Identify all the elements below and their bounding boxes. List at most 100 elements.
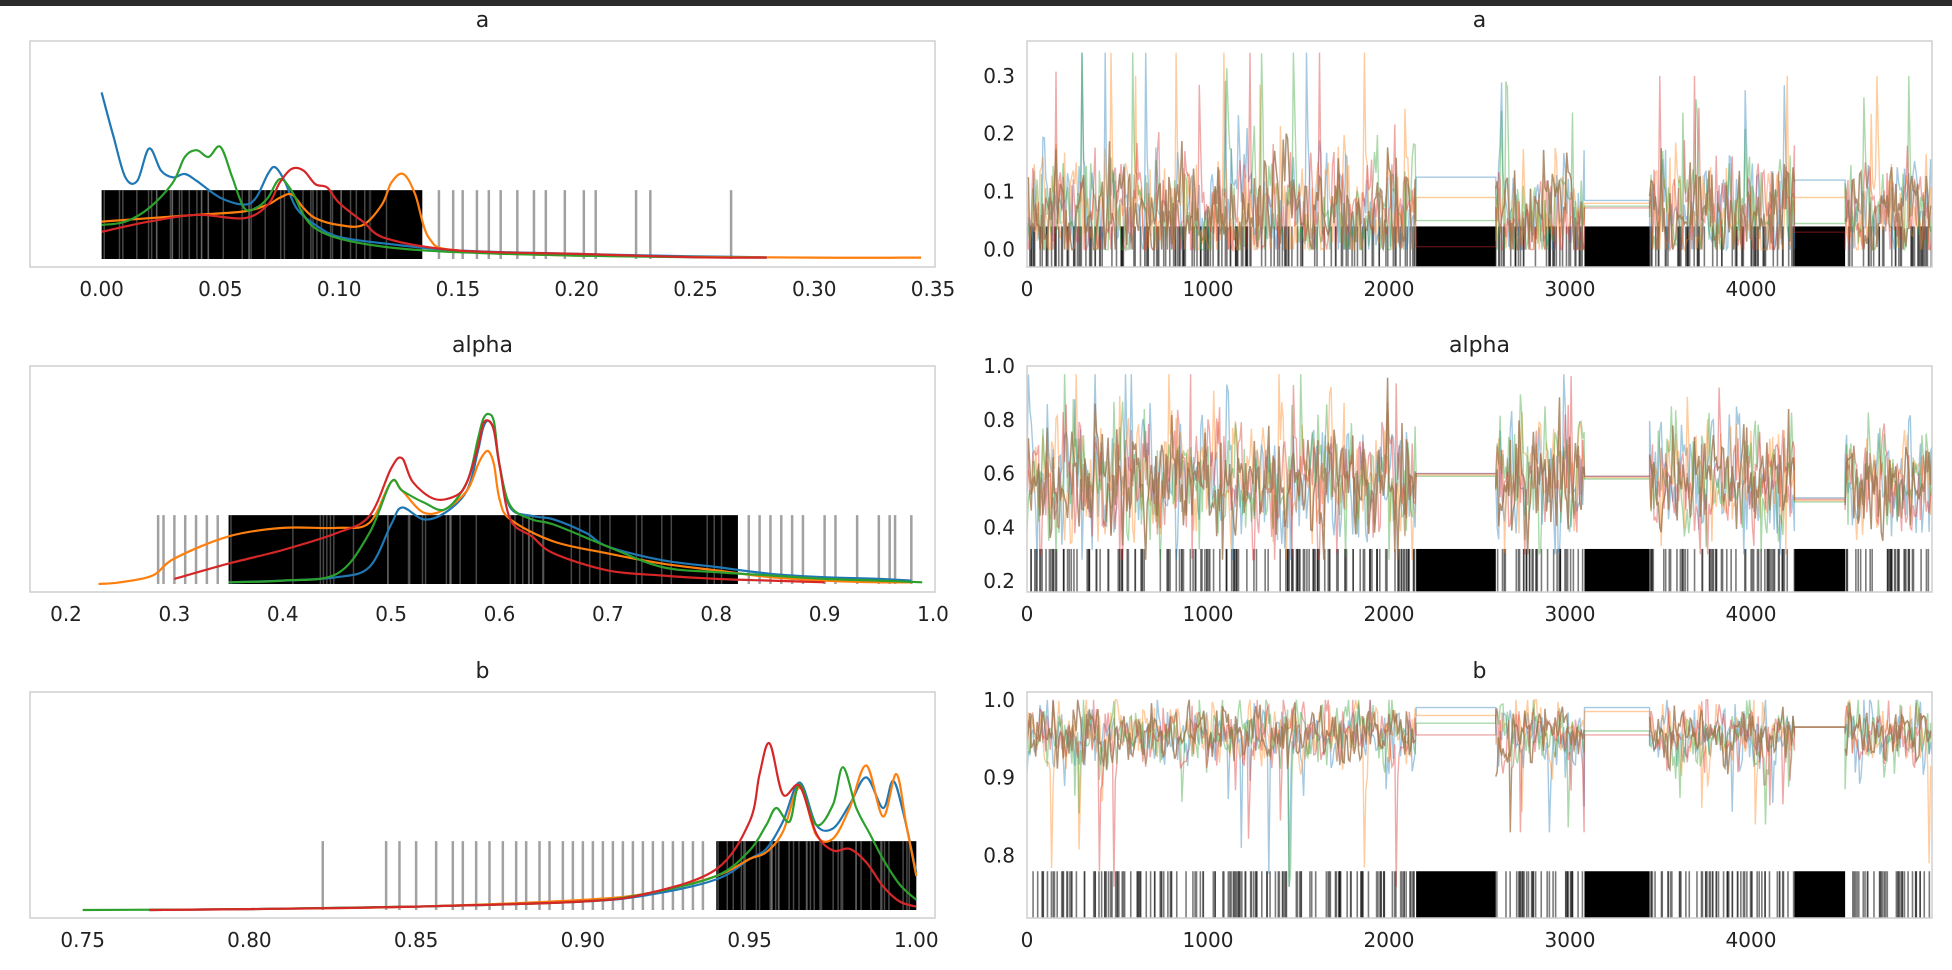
x-tick-label: 2000: [1364, 928, 1415, 952]
rug-dense-block: [1584, 226, 1650, 267]
x-tick-label: 0.90: [561, 928, 606, 952]
plot-area: [1027, 699, 1932, 918]
x-tick-label: 0.6: [484, 602, 516, 626]
x-tick-label: 0.7: [592, 602, 624, 626]
x-tick-label: 2000: [1364, 277, 1415, 301]
trace-line-combined: [1027, 699, 1932, 777]
trace-line-chain-4: [1027, 699, 1932, 887]
panel-1-trace-a: 0.0 0.1 0.2 0.3 a 0 1000 2000 3000 4000: [983, 8, 1933, 301]
trace-line-chain-3: [1027, 699, 1932, 887]
panel-5-trace-b: 0.8 0.9 1.0 b 0 1000 2000 3000 4000: [983, 659, 1933, 952]
x-tick-label: 0: [1021, 277, 1034, 301]
panel-4-density-b: b 0.75 0.80 0.85 0.90 0.95 1.00: [29, 659, 939, 952]
y-tick-label: 0.9: [983, 766, 1015, 790]
y-tick-label: 0.2: [983, 122, 1015, 146]
rug-marks: [1029, 226, 1932, 267]
y-tick-label: 0.8: [983, 408, 1015, 432]
panel-title: a: [476, 8, 489, 33]
rug-dense-block: [1584, 548, 1650, 592]
rug-dense-block: [1416, 871, 1496, 918]
panel-title: alpha: [452, 333, 513, 358]
panel-3-trace-alpha: 0.2 0.4 0.6 0.8 1.0 alpha 0 1000 2000 3000 4000: [983, 333, 1933, 626]
x-tick-label: 0.25: [673, 277, 718, 301]
x-tick-label: 0.80: [227, 928, 272, 952]
x-tick-label: 3000: [1545, 277, 1596, 301]
trace-line-combined: [1027, 133, 1932, 251]
density-line-chain-4: [101, 166, 767, 259]
plot-area: [1027, 374, 1932, 592]
y-tick-label: 0.3: [983, 64, 1015, 88]
plot-area: [82, 742, 918, 912]
density-line-chain-2: [98, 449, 912, 586]
y-tick-label: 0.8: [983, 844, 1015, 868]
x-tick-label: 1000: [1183, 928, 1234, 952]
x-tick-label: 0: [1021, 602, 1034, 626]
x-tick-label: 0.9: [809, 602, 841, 626]
trace-line-chain-2: [1027, 374, 1932, 560]
trace-line-chain-4: [1027, 374, 1932, 561]
axes-frame: [1026, 40, 1933, 268]
x-tick-label: 2000: [1364, 602, 1415, 626]
x-tick-label: 1000: [1183, 277, 1234, 301]
x-tick-label: 0.4: [267, 602, 299, 626]
y-tick-label: 0.0: [983, 238, 1015, 262]
x-tick-label: 0.95: [727, 928, 772, 952]
x-tick-label: 0.5: [375, 602, 407, 626]
x-tick-label: 0.30: [792, 277, 837, 301]
density-line-chain-4: [149, 742, 917, 912]
rug-marks: [1032, 871, 1931, 918]
panel-title: b: [1473, 659, 1487, 684]
panel-title: a: [1473, 8, 1486, 33]
rug-dense-block: [1416, 226, 1496, 267]
rug-dense-block: [1794, 226, 1846, 267]
trace-line-chain-1: [1027, 374, 1932, 560]
x-tick-label: 0.75: [60, 928, 105, 952]
axes-frame: [1026, 365, 1933, 593]
x-tick-label: 0.20: [554, 277, 599, 301]
rug-dense-block: [1794, 871, 1846, 918]
axes-frame: [29, 691, 936, 919]
x-tick-label: 0.85: [394, 928, 439, 952]
x-tick-label: 1.00: [894, 928, 939, 952]
rug-marks: [156, 515, 913, 584]
rug-dense-block: [228, 515, 738, 584]
x-tick-label: 3000: [1545, 928, 1596, 952]
y-tick-label: 1.0: [983, 688, 1015, 712]
x-tick-label: 0.8: [700, 602, 732, 626]
x-tick-label: 0.2: [50, 602, 82, 626]
x-tick-label: 0.00: [79, 277, 124, 301]
axes-frame: [1026, 691, 1933, 919]
window-top-bar: [0, 0, 1952, 6]
x-tick-label: 3000: [1545, 602, 1596, 626]
panel-title: b: [476, 659, 490, 684]
trace-line-chain-3: [1027, 52, 1932, 252]
rug-dense-block: [716, 841, 917, 910]
y-tick-label: 0.2: [983, 569, 1015, 593]
rug-dense-block: [1794, 548, 1846, 592]
plot-area: [98, 412, 923, 586]
x-tick-label: 0.3: [158, 602, 190, 626]
x-tick-label: 4000: [1726, 602, 1777, 626]
y-tick-label: 0.6: [983, 462, 1015, 486]
y-tick-label: 1.0: [983, 354, 1015, 378]
axes-frame: [29, 40, 936, 268]
rug-marks: [1030, 548, 1930, 592]
x-tick-label: 4000: [1726, 277, 1777, 301]
y-tick-label: 0.1: [983, 180, 1015, 204]
rug-dense-block: [101, 190, 423, 259]
panel-0-density-a: a 0.00 0.05 0.10 0.15 0.20 0.25 0.30 0.35: [29, 8, 955, 301]
x-tick-label: 4000: [1726, 928, 1777, 952]
x-tick-label: 0.10: [317, 277, 362, 301]
trace-line-chain-3: [1027, 374, 1932, 560]
x-tick-label: 0.05: [198, 277, 243, 301]
rug-dense-block: [1416, 548, 1496, 592]
axes-frame: [29, 365, 936, 593]
x-tick-label: 1000: [1183, 602, 1234, 626]
x-tick-label: 1.0: [917, 602, 949, 626]
rug-dense-block: [1584, 871, 1650, 918]
density-line-chain-3: [101, 145, 767, 259]
plot-area: [1027, 52, 1932, 267]
x-tick-label: 0.15: [436, 277, 481, 301]
x-tick-label: 0: [1021, 928, 1034, 952]
